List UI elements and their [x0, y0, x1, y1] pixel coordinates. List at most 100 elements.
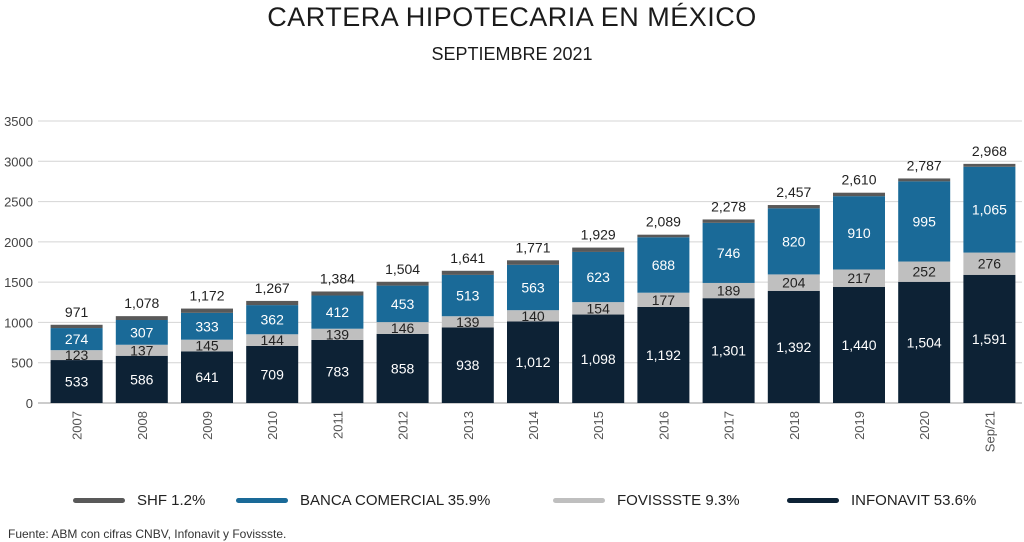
bar-segment	[50, 328, 103, 351]
y-tick-label: 500	[11, 356, 33, 371]
data-label: 623	[587, 269, 611, 285]
bar-segment	[246, 300, 299, 306]
x-tick-label: 2007	[70, 411, 85, 440]
data-label: 1,098	[581, 351, 616, 367]
data-label: 145	[195, 338, 219, 354]
legend-swatch-banca-comercial	[236, 497, 288, 503]
bar-segment	[898, 178, 951, 182]
data-label: 1,012	[515, 354, 550, 370]
bar-segment	[115, 344, 168, 356]
x-tick-label: 2012	[396, 411, 411, 440]
total-label: 1,771	[515, 239, 550, 255]
legend-item-shf: SHF 1.2%	[73, 489, 205, 511]
bar-segment	[507, 310, 559, 322]
data-label: 139	[326, 326, 350, 342]
bar-segment	[246, 345, 299, 403]
legend-label-infonavit: INFONAVIT 53.6%	[851, 491, 977, 509]
chart-subtitle: SEPTIEMBRE 2021	[431, 44, 593, 64]
data-label: 783	[326, 363, 350, 379]
data-label: 139	[456, 314, 480, 330]
legend-item-fovissste: FOVISSSTE 9.3%	[553, 489, 740, 511]
data-label: 513	[456, 288, 480, 304]
legend-item-infonavit: INFONAVIT 53.6%	[787, 489, 976, 511]
bar-segment	[181, 308, 233, 313]
x-tick-label: 2019	[852, 411, 867, 440]
total-label: 1,267	[255, 280, 290, 296]
total-label: 1,384	[320, 270, 355, 286]
bar-segment	[376, 333, 429, 403]
bar-segment	[963, 252, 1016, 275]
legend-label-shf: SHF 1.2%	[137, 491, 206, 509]
data-label: 586	[130, 371, 154, 387]
x-tick-label: 2011	[330, 411, 345, 439]
bar-segment	[507, 321, 559, 403]
data-label: 177	[652, 292, 676, 308]
bar-segment	[181, 312, 233, 340]
y-tick-label: 1000	[4, 315, 33, 330]
data-label: 1,065	[972, 202, 1007, 218]
data-label: 307	[130, 324, 154, 340]
bar-segment	[376, 322, 429, 334]
data-label: 146	[391, 320, 415, 336]
bar-segment	[898, 181, 951, 262]
bar-segment	[833, 196, 885, 270]
x-tick-label: 2010	[265, 411, 280, 440]
data-label: 1,392	[776, 339, 811, 355]
data-label: 189	[717, 283, 741, 299]
bar-segment	[311, 295, 364, 329]
bar-segment	[572, 314, 625, 403]
x-tick-label: 2020	[917, 411, 932, 440]
bar-segment	[963, 274, 1016, 403]
total-label: 2,787	[907, 157, 942, 173]
bar-segment	[767, 208, 820, 275]
data-label: 1,591	[972, 331, 1007, 347]
bar-segment	[376, 285, 429, 323]
data-label: 252	[913, 264, 937, 280]
total-label: 1,172	[189, 288, 224, 304]
bar-segment	[246, 305, 299, 335]
bar-segment	[50, 324, 103, 329]
data-label: 858	[391, 360, 415, 376]
bar-segment	[637, 237, 690, 293]
data-label: 746	[717, 245, 741, 261]
bar-segment	[767, 205, 820, 209]
data-label: 453	[391, 296, 415, 312]
y-tick-label: 2000	[4, 235, 33, 250]
bar-segment	[441, 327, 494, 403]
data-label: 140	[521, 308, 545, 324]
data-label: 820	[782, 233, 806, 249]
total-label: 2,968	[972, 143, 1007, 159]
y-tick-label: 0	[26, 396, 33, 411]
y-tick-label: 1500	[4, 275, 33, 290]
bar-segment	[572, 302, 625, 315]
total-label: 971	[65, 304, 89, 320]
data-label: 276	[978, 256, 1002, 272]
bar-segment	[311, 339, 364, 403]
legend-item-banca-comercial: BANCA COMERCIAL 35.9%	[236, 489, 490, 511]
bar-segment	[115, 316, 168, 321]
total-label: 2,278	[711, 198, 746, 214]
data-label: 154	[587, 300, 611, 316]
bar-segment	[833, 269, 885, 287]
total-label: 1,929	[581, 227, 616, 243]
bar-segment	[572, 247, 625, 252]
data-label: 362	[261, 312, 285, 328]
data-label: 910	[847, 225, 871, 241]
y-tick-label: 2500	[4, 195, 33, 210]
data-label: 137	[130, 342, 154, 358]
bar-segment	[702, 222, 755, 283]
bar-segment	[963, 163, 1016, 167]
bar-segment	[115, 320, 168, 345]
bar-segment	[115, 355, 168, 403]
bar-segment	[572, 251, 625, 303]
source-note: Fuente: ABM con cifras CNBV, Infonavit y…	[8, 527, 287, 541]
bar-segment	[833, 286, 885, 403]
data-label: 641	[195, 369, 219, 385]
bar-segment	[637, 292, 690, 307]
total-label: 1,078	[124, 295, 159, 311]
bar-segment	[181, 351, 233, 403]
bar-segment	[702, 219, 755, 223]
x-tick-label: Sep/21	[982, 411, 997, 452]
x-tick-label: 2015	[591, 411, 606, 440]
